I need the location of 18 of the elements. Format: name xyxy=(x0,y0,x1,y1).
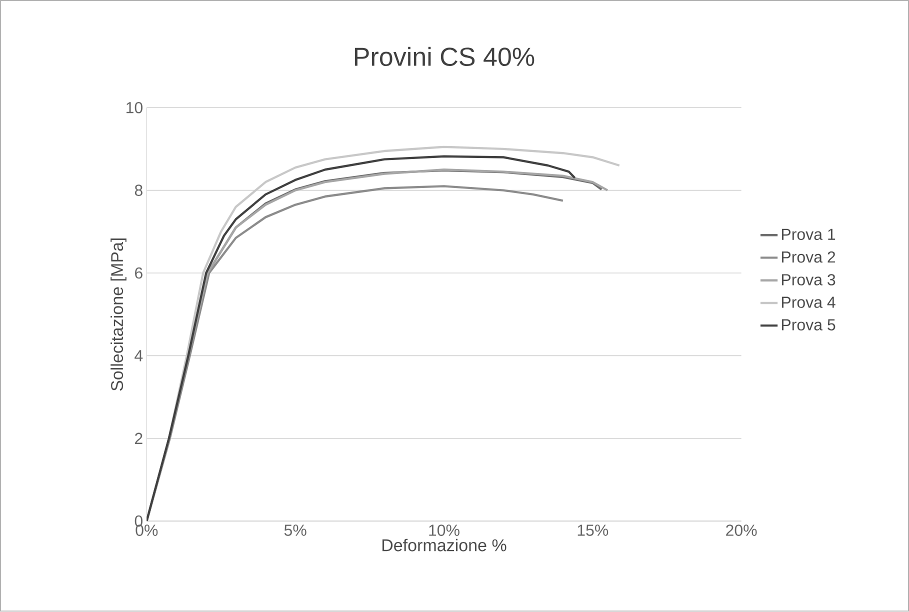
y-tick-label: 10 xyxy=(126,102,142,114)
x-tick-label: 5% xyxy=(284,524,306,536)
y-tick-label: 6 xyxy=(135,267,142,279)
y-tick-label: 2 xyxy=(135,432,142,444)
legend-label: Prova 1 xyxy=(782,228,836,240)
legend-label: Prova 4 xyxy=(782,296,836,308)
x-tick-label: 10% xyxy=(429,524,460,536)
chart-title: Provini CS 40% xyxy=(354,47,534,66)
x-tick-label: 20% xyxy=(726,524,757,536)
y-axis-title: Sollecitazione [MPa] xyxy=(110,238,126,391)
x-tick-label: 0% xyxy=(136,524,158,536)
y-tick-label: 4 xyxy=(134,350,143,362)
legend-label: Prova 3 xyxy=(782,274,836,286)
x-axis-title: Deformazione % xyxy=(382,538,506,552)
legend-label: Prova 2 xyxy=(782,252,836,263)
y-tick-label: 8 xyxy=(134,184,142,196)
legend-label: Prova 5 xyxy=(782,319,836,331)
x-tick-label: 15% xyxy=(578,524,608,536)
